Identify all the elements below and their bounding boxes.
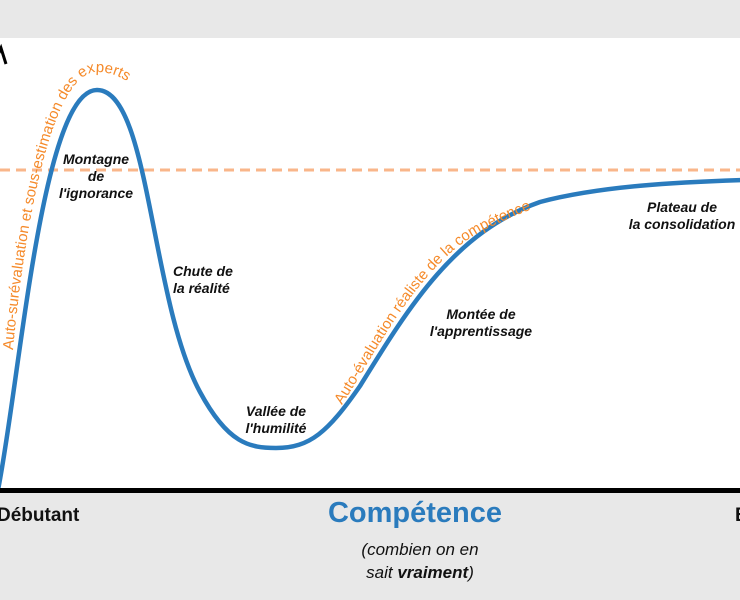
- stage-peak-label: Montagne de l'ignorance: [59, 151, 133, 201]
- x-axis-subtitle: (combien on en sait vraiment): [0, 538, 740, 584]
- label-line: Vallée de: [246, 403, 306, 419]
- dunning-kruger-curve-diagram: Auto-surévaluation et sous-estimation de…: [0, 43, 740, 490]
- realistic-annotation: Auto-évaluation réaliste de la compétenc…: [331, 197, 533, 407]
- label-line: la consolidation: [629, 216, 736, 232]
- label-line: l'ignorance: [59, 185, 133, 201]
- x-axis-title: Compétence: [327, 497, 503, 529]
- stage-fall-label: Chute de la réalité: [173, 263, 233, 296]
- confidence-curve: [0, 87, 740, 490]
- subtitle-emphasis: vraiment: [397, 563, 469, 582]
- x-axis-left-label: Débutant: [0, 505, 80, 526]
- label-line: Plateau de: [647, 199, 717, 215]
- subtitle-text: sait: [366, 563, 398, 582]
- label-line: l'apprentissage: [430, 323, 532, 339]
- y-axis-arrow: [0, 43, 8, 65]
- overestimation-annotation: Auto-surévaluation et sous-estimation de…: [0, 59, 134, 351]
- stage-slope-label: Montée de l'apprentissage: [430, 306, 532, 339]
- x-axis-line: [0, 488, 740, 493]
- label-line: Montée de: [446, 306, 515, 322]
- subtitle-line-1: (combien on en: [361, 540, 479, 559]
- stage-valley-label: Vallée de l'humilité: [246, 403, 307, 436]
- label-line: la réalité: [173, 280, 230, 296]
- x-axis-right-label: E: [735, 505, 740, 527]
- stage-plateau-label: Plateau de la consolidation: [629, 199, 736, 232]
- subtitle-close: ): [468, 563, 474, 582]
- label-line: de: [88, 168, 105, 184]
- label-line: Montagne: [63, 151, 129, 167]
- label-line: l'humilité: [246, 420, 307, 436]
- label-line: Chute de: [173, 263, 233, 279]
- diagram-area: Auto-surévaluation et sous-estimation de…: [0, 38, 740, 490]
